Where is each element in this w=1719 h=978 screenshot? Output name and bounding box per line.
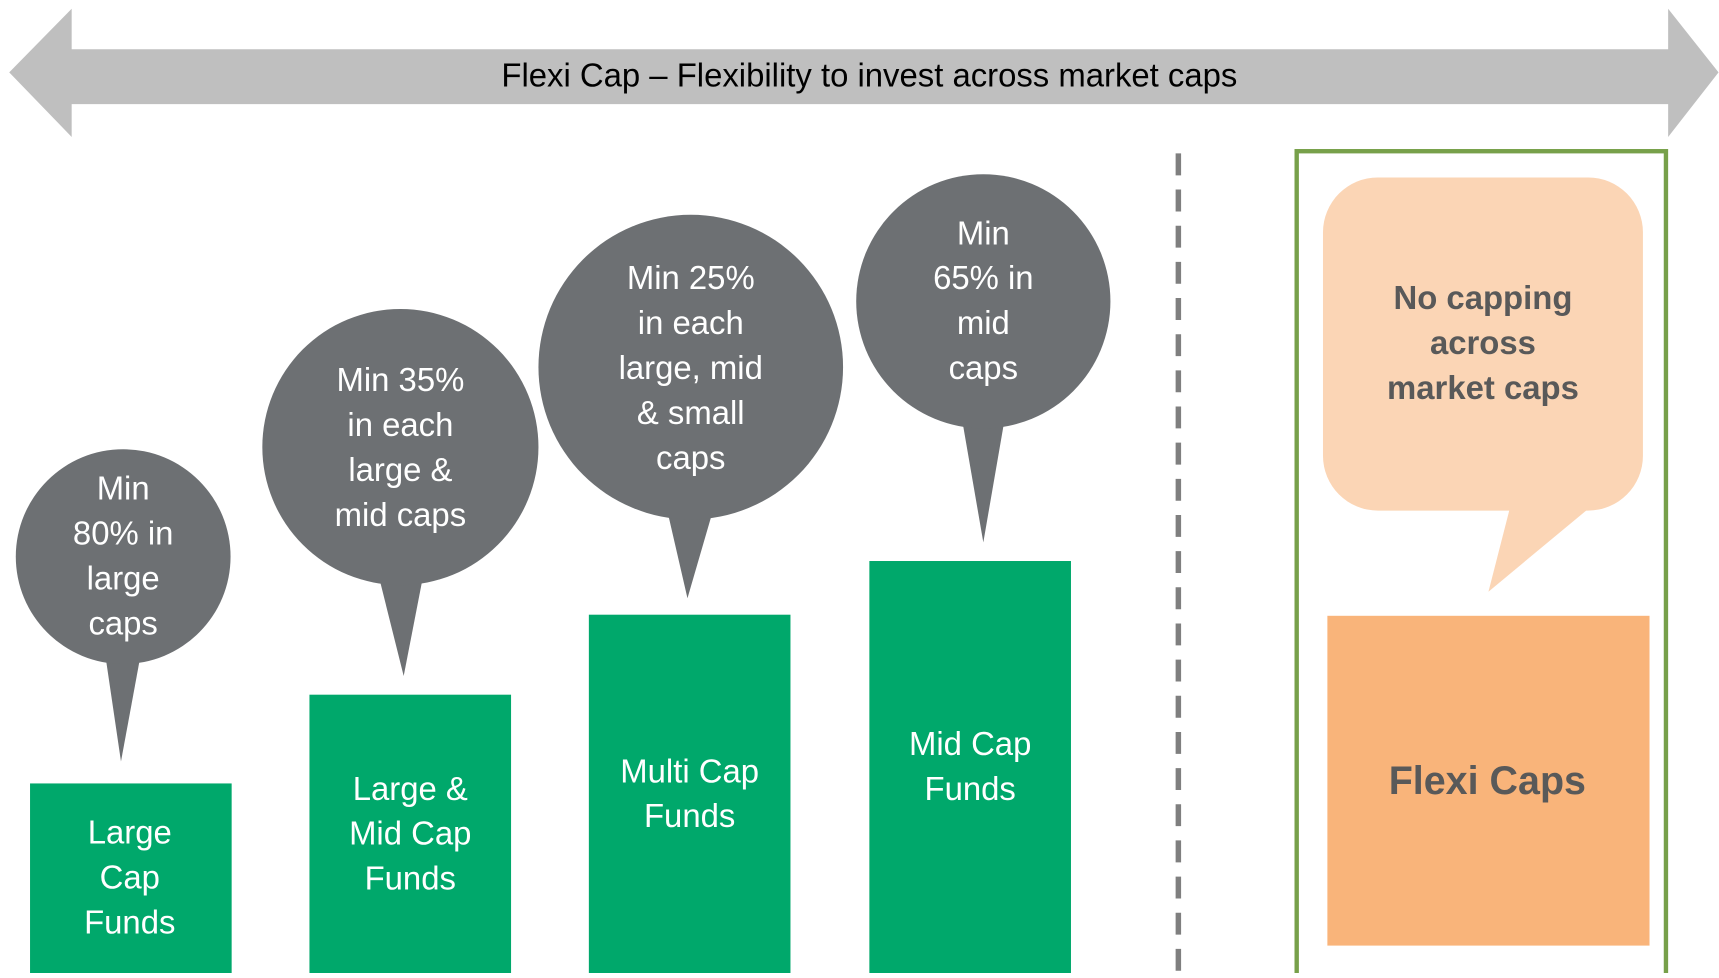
flexi-bubble-tail xyxy=(1488,506,1592,592)
bubble-text: 65% in xyxy=(933,259,1033,296)
fund-label: Funds xyxy=(84,903,175,940)
bubble-tail xyxy=(374,557,427,677)
bubble-text: 80% in xyxy=(73,514,173,551)
bubble xyxy=(856,174,1111,429)
bubble-text: Min xyxy=(957,214,1010,251)
bubble-text: caps xyxy=(656,439,725,476)
fund-label: Funds xyxy=(925,770,1016,807)
flexi-box xyxy=(1327,615,1650,946)
fund-label: Multi Cap xyxy=(620,752,759,789)
bubble-tail xyxy=(959,403,1008,543)
bubble xyxy=(262,308,539,586)
fund-label: Funds xyxy=(644,797,735,834)
fund-label: Large xyxy=(88,814,172,851)
bubble-text: in each xyxy=(638,304,744,341)
bubble-text: caps xyxy=(88,604,157,641)
bubble-text: large xyxy=(87,559,160,596)
flexi-bubble-text: market caps xyxy=(1387,369,1579,406)
double-arrow xyxy=(9,8,1719,137)
bubble-text: in each xyxy=(347,406,453,443)
fund-label: Mid Cap xyxy=(909,725,1031,762)
arrow-label: Flexi Cap – Flexibility to invest across… xyxy=(501,56,1237,93)
bubble-text: large, mid xyxy=(619,349,763,386)
fund-label: Funds xyxy=(365,860,456,897)
fund-bar xyxy=(869,561,1071,973)
flexi-bubble xyxy=(1322,177,1643,511)
bubble-text: Min 25% xyxy=(627,259,755,296)
fund-bar xyxy=(309,694,512,973)
bubble-text: large & xyxy=(348,451,452,488)
fund-bar xyxy=(30,783,232,973)
bubble-text: caps xyxy=(949,349,1018,386)
fund-label: Cap xyxy=(100,859,160,896)
bubble-text: & small xyxy=(637,394,745,431)
flexi-bubble-text: No capping xyxy=(1394,279,1573,316)
bubble-text: Min 35% xyxy=(336,361,464,398)
bubble-tail xyxy=(103,642,143,762)
fund-label: Mid Cap xyxy=(349,815,471,852)
bubble-text: mid xyxy=(957,304,1010,341)
bubble-text: Min xyxy=(97,470,150,507)
bubble-text: mid caps xyxy=(335,496,467,533)
flexi-label: Flexi Caps xyxy=(1389,759,1586,803)
bubble xyxy=(538,214,844,520)
bubble xyxy=(15,449,231,665)
fund-label: Large & xyxy=(353,770,468,807)
fund-bar xyxy=(588,614,791,973)
flexi-bubble-text: across xyxy=(1430,324,1536,361)
